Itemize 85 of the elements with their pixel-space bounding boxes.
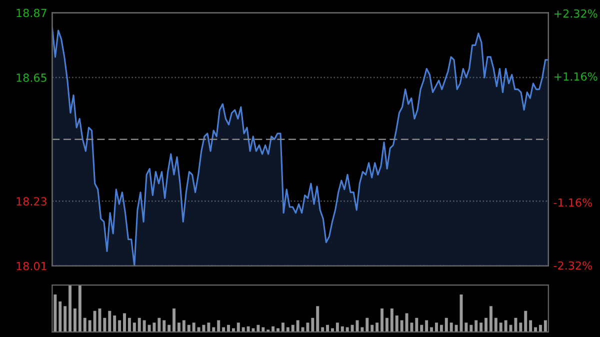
bar [474, 320, 478, 332]
bar [291, 324, 294, 332]
bar [489, 306, 492, 332]
bar [400, 320, 404, 332]
bar [58, 301, 62, 332]
bar [385, 318, 388, 332]
bar [470, 324, 473, 332]
bar [83, 318, 86, 332]
bar [168, 324, 171, 332]
bar [152, 322, 156, 332]
bar [232, 328, 235, 332]
bar [158, 318, 161, 332]
bar [281, 322, 284, 332]
bar [529, 320, 532, 332]
bar [538, 324, 542, 332]
bar [326, 324, 330, 332]
bar [103, 318, 106, 332]
bar [118, 320, 122, 332]
bar [494, 318, 498, 332]
y2-tick-label: -2.32% [554, 261, 592, 270]
bar [138, 318, 141, 332]
bar [128, 318, 131, 332]
bar [425, 320, 428, 332]
bar [311, 318, 314, 332]
bar [88, 320, 92, 332]
bar [420, 324, 424, 332]
bar [207, 322, 210, 332]
bar [484, 318, 488, 332]
bar [380, 308, 384, 332]
bar [54, 294, 57, 332]
bar [236, 322, 240, 332]
bar [142, 320, 146, 332]
bar [464, 322, 468, 332]
bar [177, 322, 180, 332]
bar [395, 316, 398, 332]
bar [450, 322, 453, 332]
bar [480, 322, 483, 332]
bar [336, 322, 339, 332]
bar [68, 285, 72, 332]
bar [217, 320, 220, 332]
bar [504, 320, 508, 332]
bar [544, 320, 547, 332]
bar [187, 324, 190, 332]
bar [296, 320, 300, 332]
bar [113, 316, 116, 332]
y-tick-label: 18.87 [16, 8, 46, 18]
bar [276, 328, 280, 332]
y-tick-label: 18.01 [16, 262, 46, 270]
bar [108, 310, 112, 332]
bar [64, 306, 67, 332]
bar [172, 308, 176, 332]
bar [256, 324, 260, 332]
bar [370, 324, 374, 332]
bar [390, 308, 394, 332]
bar [499, 322, 502, 332]
bar [519, 322, 522, 332]
bar [340, 326, 344, 332]
bar [376, 322, 379, 332]
bar [524, 310, 528, 332]
bar [123, 313, 126, 332]
y-tick-label: 18.23 [16, 197, 46, 206]
bar [192, 322, 196, 332]
bar [93, 310, 96, 332]
bar [440, 324, 443, 332]
bar [132, 322, 136, 332]
bar [316, 306, 320, 332]
bar [366, 318, 369, 332]
bar [182, 320, 186, 332]
bar [246, 326, 250, 332]
y2-tick-label: -1.16% [554, 198, 592, 207]
bar [227, 324, 230, 332]
bar [162, 320, 166, 332]
y2-tick-label: +2.32% [554, 9, 598, 18]
bar [272, 326, 275, 332]
y2-tick-label: +1.16% [554, 72, 598, 81]
y-tick-label: 18.65 [16, 74, 46, 82]
bar [331, 328, 334, 332]
bar [73, 308, 76, 332]
bar [454, 324, 458, 332]
bar [415, 318, 418, 332]
bar [444, 318, 448, 332]
bar [434, 322, 438, 332]
bar [514, 318, 518, 332]
bar [350, 324, 354, 332]
bar [78, 285, 82, 332]
